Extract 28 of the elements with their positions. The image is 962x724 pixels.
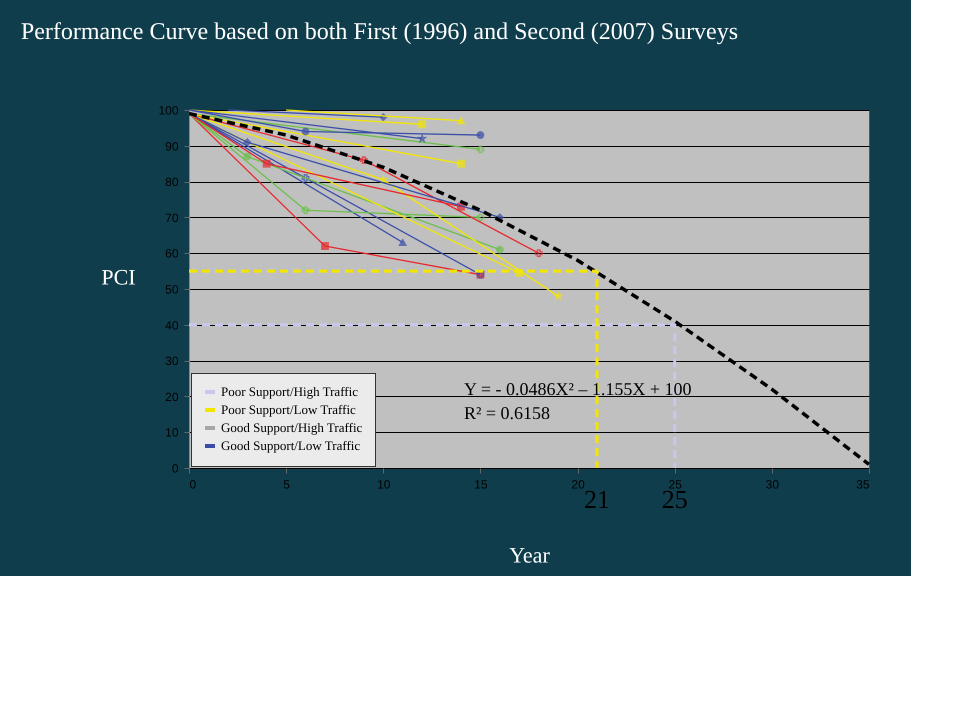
y-tick-label: 100 <box>158 104 179 118</box>
x-axis-title: Year <box>509 542 550 568</box>
y-tick-label: 50 <box>165 282 179 296</box>
x-tick-label: 35 <box>856 478 870 492</box>
y-tick-label: 0 <box>172 462 179 476</box>
x-tick-label: 0 <box>190 478 196 492</box>
annotation: R² = 0.6158 <box>464 403 550 423</box>
y-tick-label: 90 <box>165 139 179 154</box>
legend-label: Poor Support/Low Traffic <box>221 402 356 417</box>
y-tick-label: 70 <box>165 210 179 225</box>
legend-label: Poor Support/High Traffic <box>221 384 358 399</box>
y-tick-label: 30 <box>165 354 179 368</box>
legend-label: Good Support/Low Traffic <box>221 438 360 453</box>
y-tick-label: 10 <box>165 426 179 440</box>
annotation: Y = - 0.0486X² – 1.155X + 100 <box>464 379 692 399</box>
x-tick-label: 10 <box>377 478 391 492</box>
y-tick-label: 80 <box>165 175 179 190</box>
x-tick-label: 30 <box>766 478 780 492</box>
x-tick-label: 15 <box>474 478 488 492</box>
x-tick-label: 5 <box>283 478 290 492</box>
x-tick-label: 20 <box>571 478 586 492</box>
chart-title: Performance Curve based on both First (1996) and Second (2007) Surveys <box>20 19 738 45</box>
annotation: 21 <box>584 485 610 514</box>
y-tick-label: 40 <box>165 318 179 332</box>
y-tick-label: 60 <box>165 246 179 261</box>
legend-label: Good Support/High Traffic <box>221 420 363 435</box>
y-tick-label: 20 <box>165 390 179 404</box>
y-axis-title: PCI <box>101 264 136 290</box>
